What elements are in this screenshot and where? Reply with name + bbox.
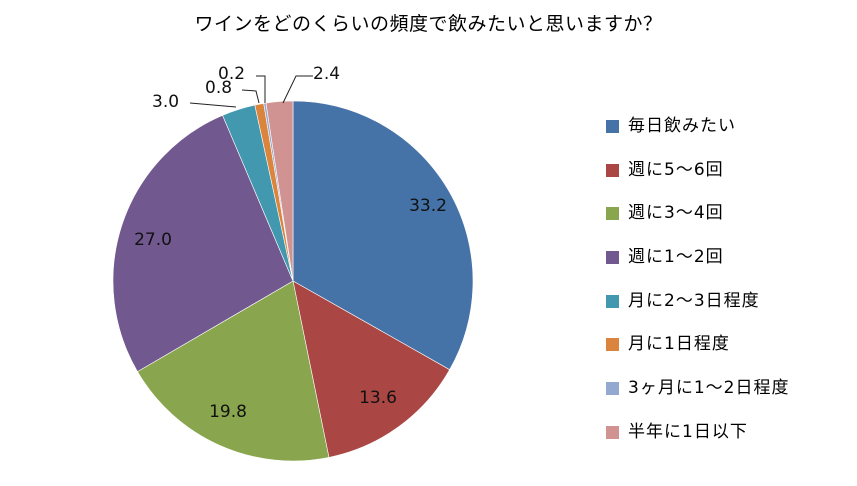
legend-label: 週に3～4回 <box>628 203 724 224</box>
data-label: 19.8 <box>209 402 247 422</box>
data-label: 0.8 <box>205 78 232 98</box>
legend-swatch-icon <box>606 163 619 177</box>
leader-line <box>241 89 260 104</box>
legend-label: 月に1日程度 <box>628 334 730 355</box>
leader-line <box>189 102 237 108</box>
legend-swatch-icon <box>606 382 619 396</box>
legend-label: 月に2～3日程度 <box>628 290 760 311</box>
legend: 毎日飲みたい 週に5～6回 週に3～4回 週に1～2回 月に2～3日程度 月に1… <box>606 114 789 464</box>
legend-label: 週に1～2回 <box>628 247 724 268</box>
pie-slice <box>265 100 294 282</box>
chart-title: ワインをどのくらいの頻度で飲みたいと思いますか？ <box>194 13 663 35</box>
legend-swatch-icon <box>606 120 619 133</box>
leader-lines <box>189 75 313 108</box>
legend-item: 3ヶ月に1～2日程度 <box>606 376 789 420</box>
pie-slice <box>292 100 474 371</box>
leader-line <box>256 75 266 103</box>
pie-slice <box>112 114 294 373</box>
legend-swatch-icon <box>606 207 619 221</box>
legend-item: 週に3～4回 <box>606 201 789 245</box>
legend-item: 毎日飲みたい <box>606 114 789 158</box>
legend-swatch-icon <box>606 294 619 308</box>
pie-slice <box>137 280 330 462</box>
legend-item: 月に1日程度 <box>606 332 789 376</box>
legend-label: 3ヶ月に1～2日程度 <box>628 378 790 399</box>
data-label: 0.2 <box>218 64 245 84</box>
legend-item: 週に1～2回 <box>606 245 789 289</box>
legend-label: 毎日飲みたい <box>628 116 736 136</box>
legend-swatch-icon <box>606 425 619 439</box>
pie-slice <box>292 280 451 458</box>
legend-item: 週に5～6回 <box>606 158 789 202</box>
pie-slices <box>112 100 474 462</box>
legend-swatch-icon <box>606 251 619 265</box>
data-label: 2.4 <box>313 64 340 84</box>
legend-swatch-icon <box>606 338 619 352</box>
legend-label: 半年に1日以下 <box>628 421 748 442</box>
legend-item: 半年に1日以下 <box>606 420 789 464</box>
leader-line <box>282 75 313 104</box>
data-labels: 33.2 13.6 19.8 27.0 3.0 0.80.2 2.4 <box>134 64 447 422</box>
data-label: 3.0 <box>152 92 179 112</box>
data-label: 33.2 <box>409 196 447 216</box>
legend-item: 月に2～3日程度 <box>606 289 789 333</box>
legend-label: 週に5～6回 <box>628 159 724 180</box>
data-label: 13.6 <box>359 388 397 408</box>
data-label: 27.0 <box>134 230 172 250</box>
